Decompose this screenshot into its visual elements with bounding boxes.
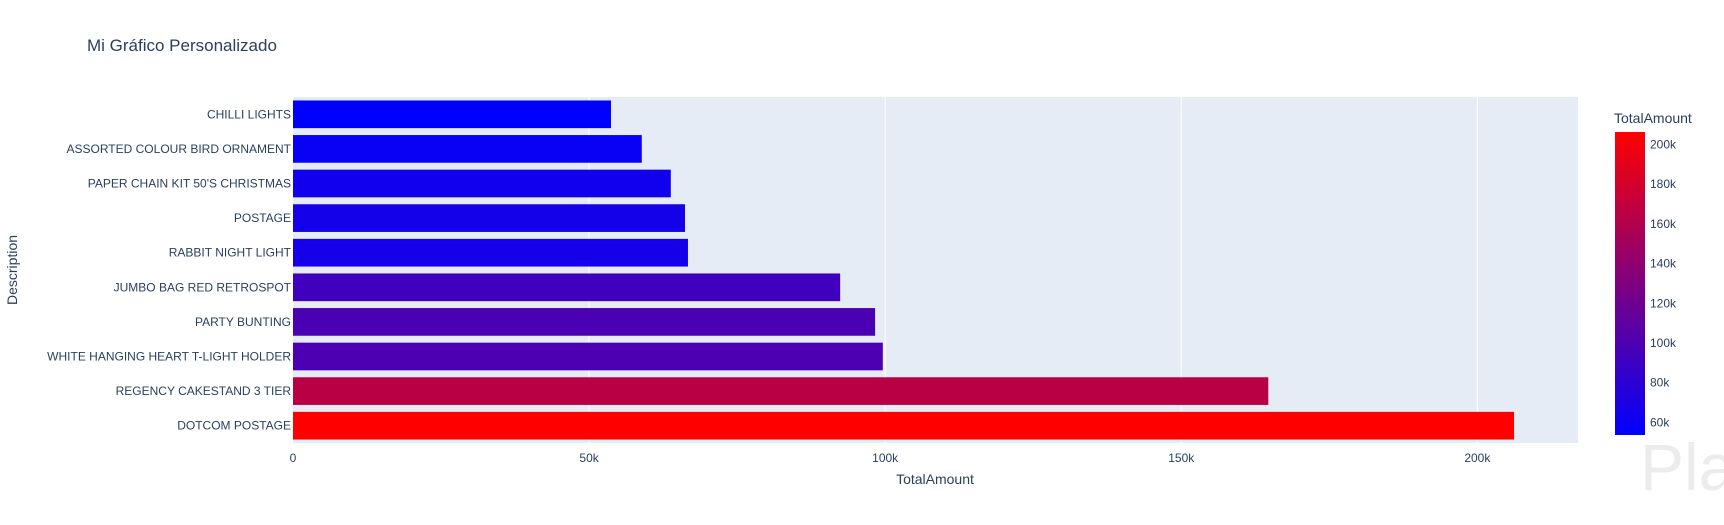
y-tick-label: POSTAGE [234, 211, 291, 225]
y-tick-label: JUMBO BAG RED RETROSPOT [114, 280, 292, 294]
colorbar-tick-label: 100k [1650, 336, 1677, 350]
colorbar-tick-label: 120k [1650, 296, 1677, 310]
bar[interactable] [293, 100, 611, 129]
y-tick-label: DOTCOM POSTAGE [177, 419, 291, 433]
bar[interactable] [293, 308, 876, 336]
chart-title: Mi Gráfico Personalizado [87, 36, 277, 55]
colorbar-title: TotalAmount [1614, 110, 1692, 126]
colorbar-tick-label: 200k [1650, 137, 1677, 151]
bar[interactable] [293, 273, 841, 302]
y-tick-label: PAPER CHAIN KIT 50'S CHRISTMAS [88, 177, 291, 191]
bar[interactable] [293, 377, 1269, 405]
x-tick-label: 0 [290, 451, 297, 465]
bar[interactable] [293, 169, 671, 198]
colorbar-tick-label: 60k [1650, 415, 1670, 429]
colorbar-tick-label: 160k [1650, 217, 1677, 231]
y-tick-label: ASSORTED COLOUR BIRD ORNAMENT [67, 142, 292, 156]
bar[interactable] [293, 238, 688, 267]
x-tick-label: 50k [579, 451, 599, 465]
colorbar-tick-label: 80k [1650, 376, 1670, 390]
y-tick-label: PARTY BUNTING [195, 315, 291, 329]
platzi-watermark: Platzi [1640, 430, 1724, 504]
bar[interactable] [293, 204, 686, 232]
y-tick-label: RABBIT NIGHT LIGHT [169, 246, 292, 260]
colorbar-tick-label: 180k [1650, 177, 1677, 191]
bar[interactable] [293, 411, 1515, 440]
y-tick-label: REGENCY CAKESTAND 3 TIER [116, 384, 292, 398]
x-tick-label: 150k [1168, 451, 1195, 465]
colorbar [1615, 132, 1645, 435]
bar[interactable] [293, 342, 883, 371]
y-axis-title: Description [4, 235, 20, 305]
bar[interactable] [293, 135, 642, 163]
y-tick-label: WHITE HANGING HEART T-LIGHT HOLDER [47, 350, 291, 364]
x-tick-label: 200k [1464, 451, 1491, 465]
colorbar-tick-label: 140k [1650, 257, 1677, 271]
x-tick-label: 100k [872, 451, 899, 465]
y-tick-label: CHILLI LIGHTS [207, 107, 291, 121]
x-axis-title: TotalAmount [896, 471, 974, 487]
